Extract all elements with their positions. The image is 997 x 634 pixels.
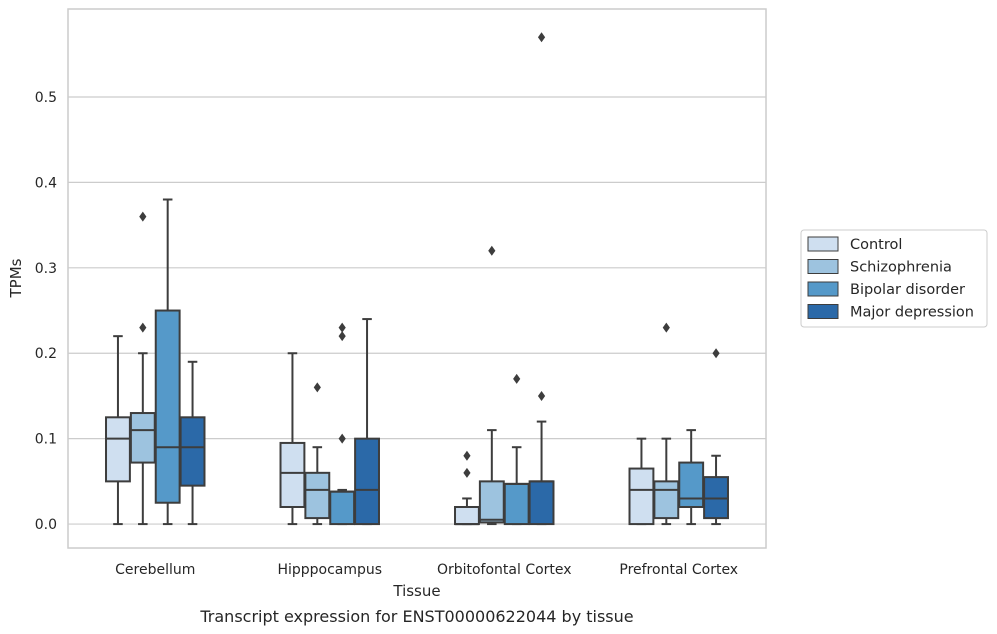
outlier-point [463, 450, 471, 461]
y-axis-title: TPMs [7, 258, 25, 298]
box [478, 480, 505, 524]
box-plot-series [105, 32, 729, 526]
box [503, 482, 530, 526]
outlier-point [513, 373, 521, 384]
box [105, 416, 131, 483]
box-group [503, 373, 530, 526]
plot-area-frame [67, 8, 767, 549]
legend-label: Control [850, 237, 902, 253]
legend-swatch [807, 236, 839, 252]
legend-label: Major depression [850, 305, 974, 321]
box [354, 437, 380, 526]
box-group [129, 211, 156, 526]
x-axis-ticks: Cerebellum Hipppocampus Orbitofontal Corte… [115, 562, 738, 578]
y-axis-ticks: 0.0 0.1 0.2 0.3 0.4 0.5 [35, 90, 57, 533]
box-group [354, 318, 380, 526]
x-tick-label: Prefrontal Cortex [619, 562, 738, 578]
legend-entry: Schizophrenia [807, 259, 952, 276]
box-group [105, 335, 131, 526]
outlier-point [463, 467, 471, 478]
y-tick-label: 0.5 [35, 90, 57, 106]
box-group [478, 245, 505, 526]
outlier-point [338, 433, 346, 444]
outlier-point [662, 322, 670, 333]
x-tick-label: Hipppocampus [277, 562, 382, 578]
legend-swatch [807, 259, 839, 274]
y-tick-label: 0.0 [35, 517, 57, 533]
legend-label: Bipolar disorder [850, 282, 965, 298]
legend-swatch [807, 304, 839, 319]
box [179, 416, 206, 487]
box-group [703, 348, 729, 526]
legend-entry: Bipolar disorder [807, 281, 965, 298]
box-group [454, 450, 480, 526]
outlier-point [139, 211, 147, 222]
legend-label: Schizophrenia [850, 260, 952, 276]
box [628, 467, 655, 526]
outlier-point [313, 382, 321, 393]
box [678, 461, 705, 508]
outlier-point [338, 322, 346, 333]
box-group [279, 352, 306, 526]
y-tick-label: 0.3 [35, 261, 57, 277]
x-tick-label: Cerebellum [115, 562, 195, 578]
legend-frame [800, 229, 988, 328]
x-axis-title: Tissue [392, 582, 440, 600]
box-group [628, 437, 655, 526]
box [528, 480, 555, 526]
outlier-point [537, 32, 546, 43]
outlier-point [537, 390, 546, 401]
box [454, 505, 480, 526]
outlier-point [139, 322, 147, 333]
x-tick-label: Orbitofontal Cortex [437, 562, 572, 578]
y-tick-label: 0.2 [35, 346, 57, 362]
y-tick-label: 0.1 [35, 432, 57, 448]
box [653, 480, 680, 520]
box-group [528, 32, 555, 526]
outlier-point [712, 348, 720, 359]
chart-caption: Transcript expression for ENST0000062204… [199, 607, 633, 626]
legend-swatch [807, 281, 839, 297]
box [129, 412, 156, 464]
box [154, 309, 181, 504]
legend-entry: Control [807, 236, 902, 253]
legend-entry: Major depression [807, 304, 974, 321]
box-group [179, 360, 206, 526]
box [329, 490, 356, 526]
box [279, 441, 306, 508]
box-group [154, 198, 181, 526]
box [304, 471, 331, 520]
box-group [678, 429, 705, 526]
legend: Control Schizophrenia Bipolar disorder Majo… [800, 229, 988, 328]
outlier-point [338, 331, 346, 342]
outlier-point [488, 245, 496, 256]
box-group [304, 382, 331, 526]
box-group [653, 322, 680, 526]
y-tick-label: 0.4 [35, 175, 57, 191]
